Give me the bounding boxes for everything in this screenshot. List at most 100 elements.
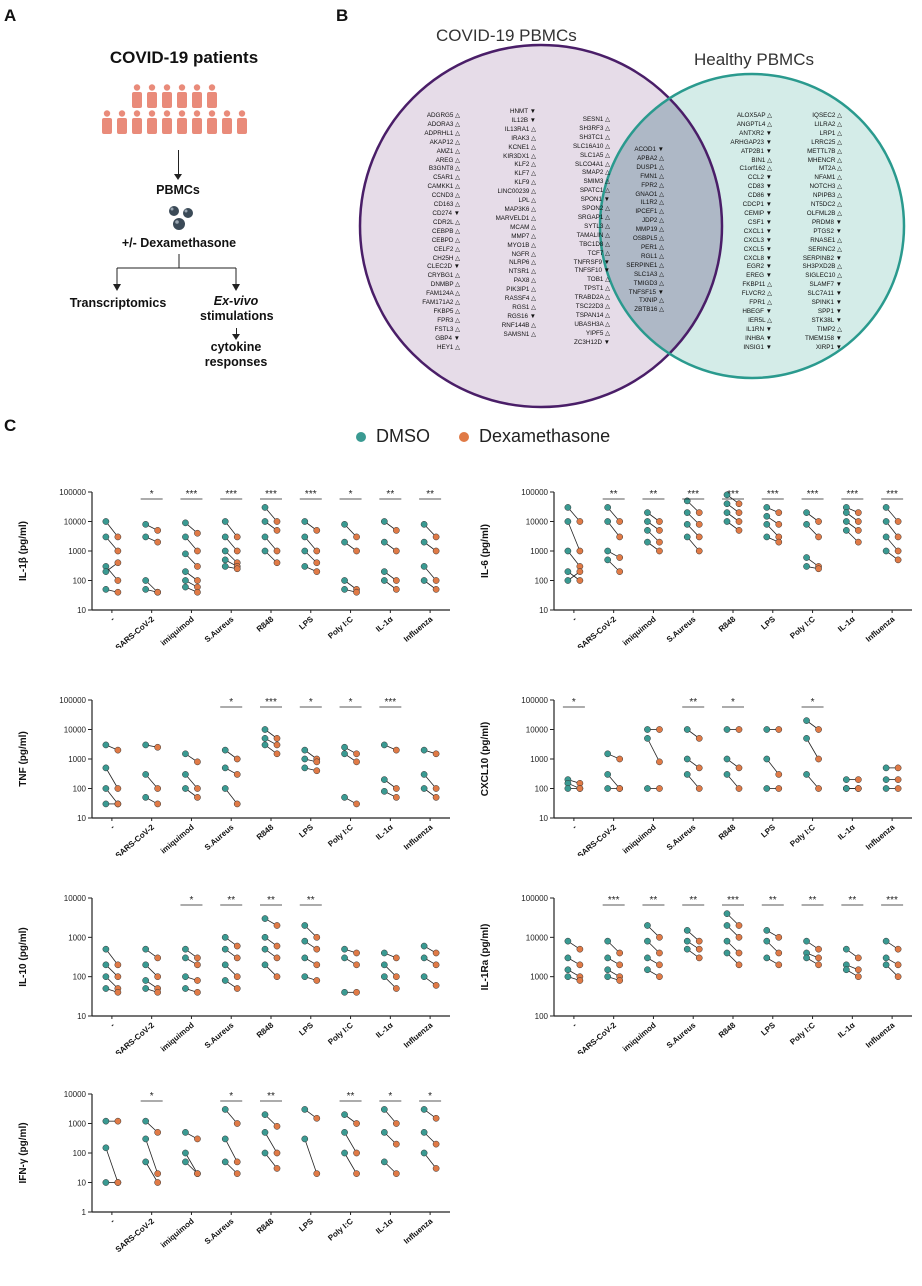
dex-point <box>273 527 281 534</box>
pair-line <box>567 521 581 552</box>
dex-point <box>616 568 624 575</box>
gene-label: ACOD1 ▼ <box>634 146 664 153</box>
gene-label: RGL1 △ <box>640 252 664 260</box>
dmso-point <box>882 504 890 511</box>
gene-label: IL12B ▼ <box>511 116 536 124</box>
gene-label: NFAM1 △ <box>814 174 842 182</box>
x-tick-label: S.Aureus <box>203 614 236 644</box>
dex-point <box>313 977 321 984</box>
gene-label: SLAMF7 ▼ <box>809 281 842 289</box>
gene-label: FKBP11 △ <box>742 281 772 289</box>
sig-stars: *** <box>727 489 739 500</box>
y-tick-label: 100 <box>535 577 549 586</box>
dex-point <box>233 1158 241 1166</box>
gene-label: APBA2 △ <box>637 154 664 162</box>
x-tick-label: - <box>108 1020 116 1029</box>
sig-stars: *** <box>687 489 699 500</box>
dex-point <box>313 933 321 941</box>
dmso-point <box>142 985 150 992</box>
gene-label: NPIPB3 △ <box>813 192 842 200</box>
gene-label: FSTL3 △ <box>434 325 461 333</box>
dex-point <box>616 949 624 957</box>
gene-label: EREG ▼ <box>746 272 772 280</box>
dex-point <box>353 800 360 808</box>
y-tick-label: 100 <box>73 973 87 982</box>
dmso-point <box>102 961 110 969</box>
chart-ifng: 1 10 100 1000 10000 IFN-γ (pg/ml) - * SARS-CoV-2… <box>18 1090 450 1254</box>
dex-point <box>894 973 902 981</box>
dmso-point <box>882 547 890 555</box>
dex-point <box>432 1140 440 1148</box>
gene-label: IRAK3 △ <box>511 134 536 142</box>
dex-point <box>735 518 743 525</box>
x-tick-label: Influenza <box>402 1020 435 1050</box>
gene-label: TSPAN14 △ <box>575 311 610 319</box>
y-tick-label: 1000 <box>68 755 86 764</box>
dmso-point <box>604 504 612 511</box>
dmso-point <box>301 937 309 945</box>
dmso-point <box>604 937 612 945</box>
dmso-point <box>604 556 612 564</box>
gene-label: TMIGD3 △ <box>633 279 664 287</box>
y-axis-label: IFN-γ (pg/ml) <box>18 1122 29 1183</box>
legend-dmso-label: DMSO <box>376 426 430 446</box>
gene-label: ATP2B1 ▼ <box>741 147 772 155</box>
x-tick-label: IL-1α <box>374 1021 395 1040</box>
dmso-point <box>221 961 229 969</box>
sig-stars: *** <box>265 697 277 708</box>
dex-point <box>735 726 743 733</box>
treatment-label: +/- Dexamethasone <box>121 236 237 250</box>
dex-point <box>273 559 281 567</box>
dmso-point <box>644 954 651 962</box>
dex-point <box>353 533 360 541</box>
x-tick-label: Poly I:C <box>326 1216 355 1242</box>
dex-point <box>233 1120 241 1127</box>
sig-stars: ** <box>426 489 434 500</box>
sig-stars: *** <box>846 489 858 500</box>
x-tick-label: S.Aureus <box>203 1020 236 1050</box>
dmso-point <box>221 1106 229 1113</box>
dmso-point <box>301 954 309 962</box>
dmso-point <box>604 518 612 525</box>
gene-label: CXCL5 ▼ <box>743 245 772 253</box>
x-tick-label: LPS <box>297 1020 315 1037</box>
y-tick-label: 10000 <box>526 518 549 527</box>
x-tick-label: SARS-CoV-2 <box>576 1020 619 1054</box>
dmso-point <box>723 518 731 525</box>
dex-point <box>854 518 862 525</box>
dex-point <box>194 1135 201 1143</box>
gene-label: SRGAP1 △ <box>577 213 610 221</box>
panel-a-title: COVID-19 patients <box>109 48 259 67</box>
sig-stars: ** <box>769 895 777 906</box>
dmso-point <box>842 509 850 516</box>
y-tick-label: 1000 <box>530 755 548 764</box>
dex-point <box>392 527 400 534</box>
y-axis-label: IL-1β (pg/ml) <box>18 521 29 581</box>
dmso-point <box>380 973 388 981</box>
gene-label: IL1R2 △ <box>640 199 664 207</box>
dex-point <box>656 758 663 766</box>
dex-point <box>353 750 360 758</box>
dex-point <box>432 982 440 989</box>
dmso-point <box>882 785 890 792</box>
sig-stars: ** <box>307 895 315 906</box>
gene-label: STK38L ▼ <box>811 316 842 324</box>
dmso-point <box>221 563 229 570</box>
dmso-point <box>380 538 388 546</box>
person-icon <box>132 110 142 134</box>
dmso-point <box>420 1149 428 1157</box>
sig-stars: *** <box>265 489 277 500</box>
y-axis-label: TNF (pg/ml) <box>18 731 29 787</box>
dex-point <box>194 794 201 801</box>
sig-stars: * <box>349 697 353 708</box>
gene-label: ARHGAP23 ▼ <box>730 138 772 146</box>
gene-label: XIRP1 ▼ <box>815 343 842 351</box>
sig-stars: ** <box>227 895 235 906</box>
dmso-point <box>102 1117 110 1125</box>
dmso-point <box>803 937 810 945</box>
dex-point <box>114 973 122 981</box>
dmso-point <box>803 954 810 962</box>
dmso-point <box>380 1158 388 1166</box>
dmso-point <box>380 568 388 575</box>
cytokine-line-1: cytokine <box>210 340 262 354</box>
